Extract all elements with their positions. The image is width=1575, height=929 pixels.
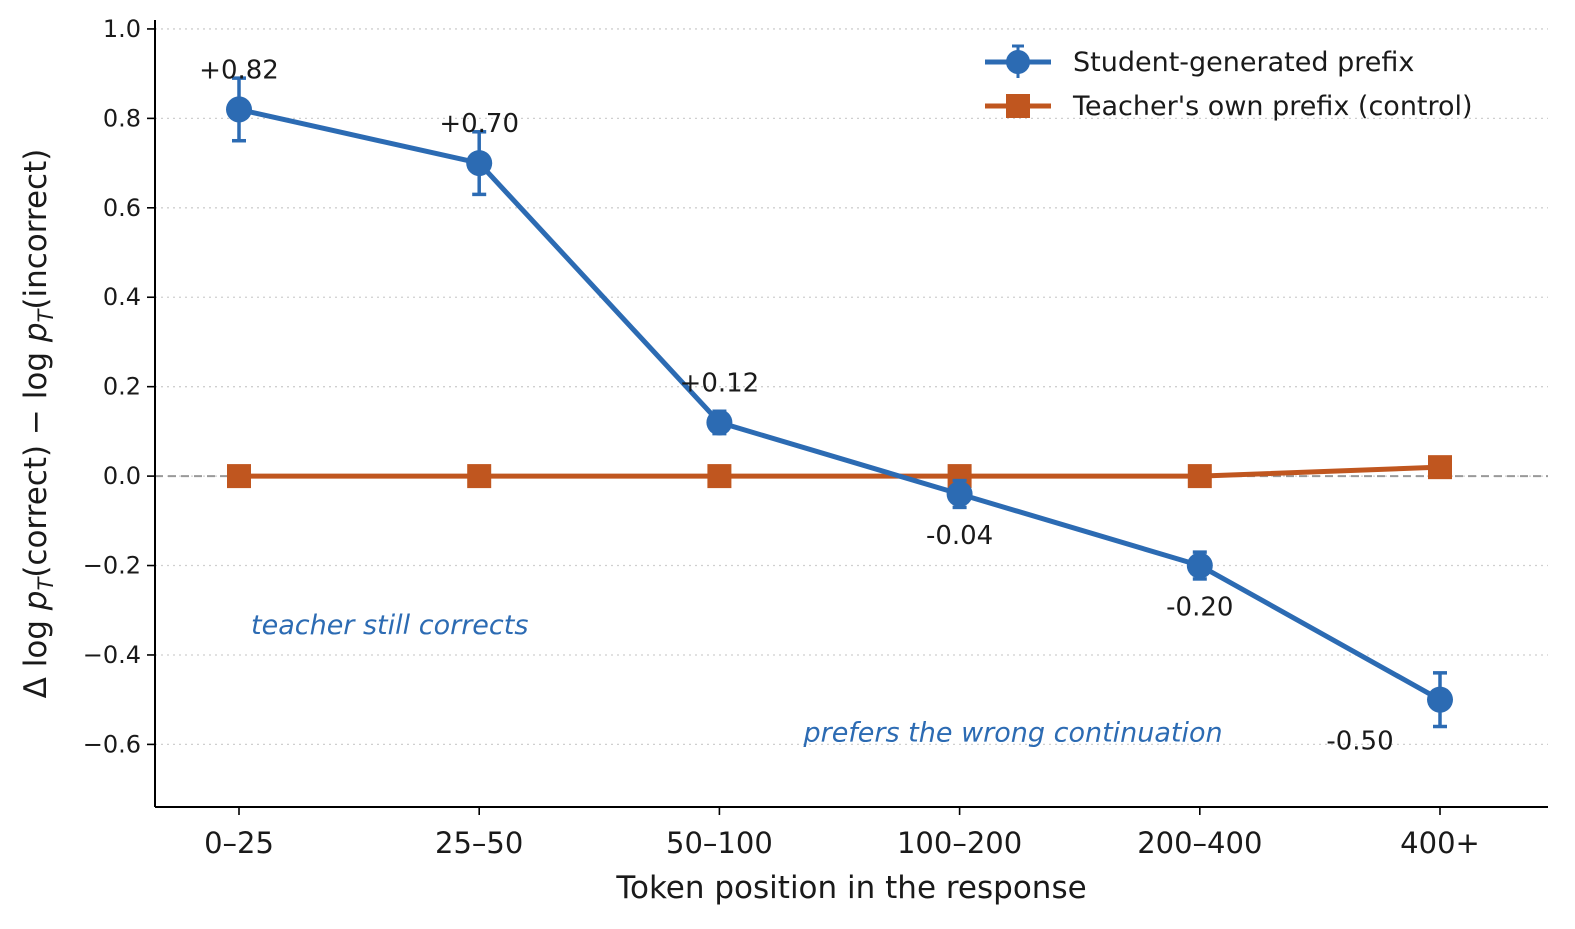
legend-label: Teacher's own prefix (control) — [1072, 91, 1473, 122]
data-label: -0.50 — [1326, 727, 1393, 757]
y-axis-title: Δ log pT(correct) − log pT(incorrect) — [18, 149, 58, 699]
y-tick-label: 0.0 — [103, 462, 141, 490]
y-axis-title-part: T — [34, 307, 58, 322]
data-point — [466, 150, 493, 177]
legend-label: Student-generated prefix — [1073, 47, 1414, 78]
data-point — [1428, 455, 1452, 480]
y-axis-title-part: Δ log — [18, 610, 54, 698]
data-point — [706, 409, 733, 436]
data-point — [467, 464, 492, 489]
y-tick-label: −0.6 — [83, 730, 141, 758]
data-point — [707, 464, 732, 489]
legend-marker — [1006, 50, 1030, 74]
y-tick-label: −0.4 — [83, 641, 141, 669]
axes — [154, 20, 1548, 808]
y-tick-label: −0.2 — [83, 552, 141, 580]
data-label: -0.04 — [926, 521, 993, 551]
data-point — [1187, 464, 1212, 489]
legend: Student-generated prefix Teacher's own pr… — [985, 44, 1473, 122]
y-tick-label: 0.8 — [103, 104, 141, 132]
y-axis-title-part: p — [18, 591, 54, 612]
data-label: -0.20 — [1166, 593, 1233, 623]
x-axis-title: Token position in the response — [615, 870, 1086, 906]
y-axis-title-part: p — [18, 322, 54, 343]
x-tick-label: 200–400 — [1137, 826, 1262, 860]
y-tick-label: 0.4 — [103, 283, 141, 311]
annotation: teacher still corrects — [251, 610, 528, 641]
data-point — [226, 96, 252, 123]
data-point — [1186, 552, 1213, 579]
x-tick-label: 100–200 — [897, 826, 1022, 860]
y-axis-title-part: (incorrect) — [18, 149, 54, 310]
x-tick-label: 25–50 — [435, 826, 523, 860]
annotation: prefers the wrong continuation — [802, 717, 1222, 748]
data-label: +0.70 — [439, 109, 519, 139]
x-tick-label: 50–100 — [666, 826, 773, 860]
x-tick-label: 400+ — [1400, 826, 1480, 860]
data-label: +0.12 — [680, 368, 760, 398]
data-labels: +0.82 +0.70 +0.12 -0.04 -0.20 -0.50 — [199, 55, 1393, 756]
y-tick-label: 1.0 — [103, 15, 141, 43]
series-line — [239, 464, 1441, 479]
data-label: +0.82 — [199, 55, 279, 85]
y-axis-title-part: (correct) − log — [18, 342, 54, 578]
ticks: 1.0 0.8 0.6 0.4 0.2 0.0 −0.2 −0.4 −0.6 0–25 25–50 5… — [83, 15, 1480, 860]
y-axis-title-part: T — [34, 576, 58, 591]
y-tick-label: 0.2 — [103, 373, 141, 401]
x-tick-label: 0–25 — [204, 826, 274, 860]
series — [226, 76, 1453, 729]
y-tick-label: 0.6 — [103, 194, 141, 222]
data-point — [227, 464, 251, 489]
data-point — [1427, 686, 1453, 713]
legend-marker — [1006, 94, 1030, 118]
annotations: teacher still corrects prefers the wrong … — [251, 610, 1223, 748]
series-line — [238, 106, 1442, 702]
data-point — [946, 480, 973, 507]
